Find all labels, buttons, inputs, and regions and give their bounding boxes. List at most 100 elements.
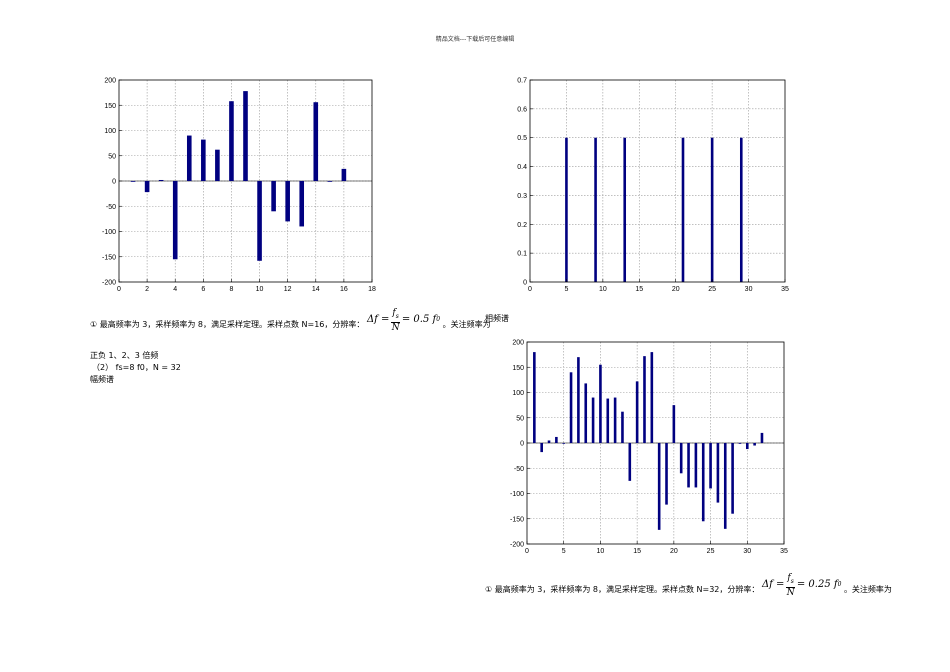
bar bbox=[271, 181, 276, 212]
y-tick-label: 50 bbox=[516, 415, 524, 422]
bar bbox=[681, 137, 685, 282]
x-tick-label: 14 bbox=[312, 286, 320, 293]
x-tick-label: 5 bbox=[562, 548, 566, 555]
phase-spectrum-label: 相频谱 bbox=[485, 314, 509, 323]
x-tick-label: 10 bbox=[256, 286, 264, 293]
x-tick-label: 0 bbox=[525, 548, 529, 555]
y-tick-label: 100 bbox=[512, 390, 524, 397]
bar bbox=[623, 137, 627, 282]
x-tick-label: 6 bbox=[201, 286, 205, 293]
y-tick-label: 200 bbox=[104, 78, 116, 85]
bar bbox=[694, 443, 698, 488]
y-tick-label: 0.1 bbox=[517, 251, 527, 258]
y-tick-label: 0.2 bbox=[517, 222, 527, 229]
y-tick-label: 0.3 bbox=[517, 193, 527, 200]
chart-top-left: 0 2 4 6 8 10 12 14 16 18 -200 -150 -100 -50 0 50 100 150 2… bbox=[102, 78, 376, 294]
bar bbox=[547, 440, 551, 443]
x-tick-label: 16 bbox=[340, 286, 348, 293]
y-tick-label: 150 bbox=[104, 103, 116, 110]
x-tick-label: 20 bbox=[672, 286, 680, 293]
y-tick-label: 0.5 bbox=[517, 135, 527, 142]
formula-1-num: f bbox=[392, 308, 396, 318]
y-tick-label: 50 bbox=[108, 153, 116, 160]
y-tick-label: 0 bbox=[112, 179, 116, 186]
x-tick-label: 12 bbox=[284, 286, 292, 293]
bar bbox=[562, 443, 566, 444]
bar bbox=[215, 149, 220, 181]
x-tick-label: 25 bbox=[707, 548, 715, 555]
bar bbox=[229, 101, 234, 181]
bar bbox=[569, 372, 573, 443]
y-tick-label: -100 bbox=[510, 491, 524, 498]
paragraph-1-line2: 正负 1、2、3 倍频 bbox=[90, 351, 159, 360]
formula-1-den: N bbox=[391, 322, 400, 333]
paragraph-1: ① 最高频率为 3，采样频率为 8，满足采样定理。采样点数 N=16，分辨率： … bbox=[90, 308, 491, 337]
bar bbox=[606, 398, 610, 443]
formula-2-rhs: = 0.25 f bbox=[796, 579, 838, 591]
x-tick-label: 2 bbox=[145, 286, 149, 293]
formula-1-num-sub: s bbox=[395, 312, 399, 320]
bar bbox=[201, 139, 206, 181]
chart-bottom-right: 0 5 10 15 20 25 30 35 -200 -150 -100 -50 0 50 100 150 20… bbox=[510, 340, 788, 556]
formula-1-fraction: fs N bbox=[391, 308, 400, 333]
x-tick-label: 0 bbox=[117, 286, 121, 293]
x-tick-label: 15 bbox=[635, 286, 643, 293]
bar bbox=[643, 356, 646, 443]
bar bbox=[716, 443, 720, 503]
y-tick-label: 150 bbox=[512, 365, 524, 372]
y-tick-label: 0 bbox=[523, 280, 527, 287]
formula-2-num: f bbox=[787, 573, 791, 583]
bar bbox=[738, 443, 742, 444]
bar bbox=[709, 443, 712, 489]
page-header: 精品文档---下载后可任意编辑 bbox=[435, 36, 515, 43]
bar bbox=[753, 443, 756, 446]
bar bbox=[739, 137, 743, 282]
formula-2-rhs-sub: 0 bbox=[837, 581, 842, 589]
paragraph-2-suffix: 。关注频率为 bbox=[843, 584, 892, 594]
x-tick-label: 18 bbox=[368, 286, 376, 293]
bar bbox=[313, 102, 319, 181]
bar bbox=[594, 137, 597, 282]
x-tick-label: 35 bbox=[780, 548, 788, 555]
bar bbox=[565, 137, 568, 282]
y-tick-label: 0.6 bbox=[517, 106, 527, 113]
bar bbox=[599, 364, 602, 443]
bar bbox=[745, 443, 749, 450]
bar bbox=[613, 397, 617, 443]
bar bbox=[257, 181, 262, 261]
bar bbox=[723, 443, 727, 529]
bar bbox=[130, 181, 136, 182]
bar bbox=[665, 443, 668, 505]
paragraph-1-prefix: ① 最高频率为 3，采样频率为 8，满足采样定理。采样点数 N=16，分辨率： bbox=[90, 319, 365, 329]
bar bbox=[285, 181, 290, 222]
y-tick-label: -50 bbox=[106, 204, 116, 211]
bar bbox=[628, 443, 632, 481]
x-tick-label: 30 bbox=[743, 548, 751, 555]
x-tick-label: 10 bbox=[597, 548, 605, 555]
x-tick-label: 15 bbox=[633, 548, 641, 555]
magnitude-spectrum-label: 幅频谱 bbox=[90, 375, 114, 384]
y-tick-label: -200 bbox=[510, 542, 524, 549]
bar bbox=[540, 443, 543, 453]
x-tick-label: 4 bbox=[173, 286, 177, 293]
paragraph-2-prefix: ① 最高频率为 3，采样频率为 8，满足采样定理。采样点数 N=32，分辨率： bbox=[485, 584, 760, 594]
bar bbox=[650, 352, 654, 443]
bar bbox=[701, 443, 705, 522]
bar bbox=[299, 181, 305, 227]
y-tick-label: -100 bbox=[102, 229, 116, 236]
y-tick-label: 200 bbox=[512, 340, 524, 347]
chart-top-right: 0 5 10 15 20 25 30 35 0 0.1 0.2 0.3 0.4 0.5 0.6 0.7 bbox=[517, 78, 789, 294]
x-tick-label: 10 bbox=[599, 286, 607, 293]
bar bbox=[144, 181, 150, 193]
bar bbox=[186, 135, 192, 181]
bar bbox=[710, 137, 714, 282]
x-tick-label: 25 bbox=[708, 286, 716, 293]
y-tick-label: -150 bbox=[510, 516, 524, 523]
plot-frame bbox=[529, 79, 786, 283]
x-tick-label: 20 bbox=[670, 548, 678, 555]
bar bbox=[555, 436, 558, 443]
bar bbox=[577, 357, 580, 443]
formula-1-rhs: = 0.5 f bbox=[401, 314, 437, 326]
